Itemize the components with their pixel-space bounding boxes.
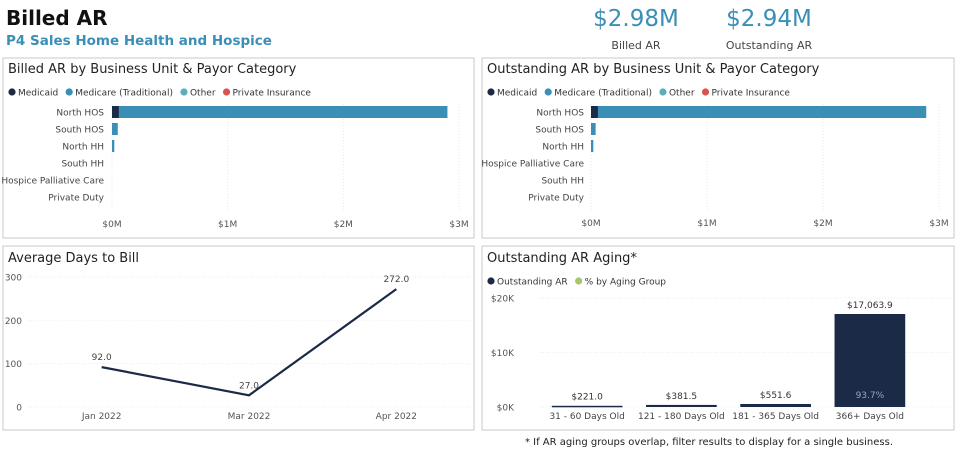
y-tick-label: Private Duty	[48, 194, 104, 204]
data-label: $17,063.9	[847, 301, 893, 311]
x-tick-label: Mar 2022	[228, 412, 271, 422]
legend-label: Medicare (Traditional)	[554, 89, 652, 99]
y-tick-label: North HOS	[56, 109, 104, 119]
bar-segment	[112, 106, 119, 118]
legend-swatch	[544, 88, 552, 96]
y-tick-label: North HH	[62, 143, 104, 153]
y-tick-label: $20K	[491, 295, 515, 305]
x-tick-label: $0M	[102, 220, 121, 230]
panel-title: Average Days to Bill	[8, 251, 139, 266]
x-tick-label: 31 - 60 Days Old	[549, 412, 624, 422]
data-label: 92.0	[92, 353, 112, 363]
page-subtitle: P4 Sales Home Health and Hospice	[6, 33, 272, 49]
page-title: Billed AR	[6, 6, 108, 30]
bar	[646, 404, 717, 407]
bar	[834, 314, 906, 407]
x-tick-label: 181 - 365 Days Old	[732, 412, 819, 422]
data-label: $551.6	[760, 391, 792, 401]
x-tick-label: $1M	[697, 219, 716, 229]
panel-title: Outstanding AR by Business Unit & Payor …	[487, 62, 820, 77]
kpi-label: Billed AR	[611, 39, 660, 52]
legend-swatch	[8, 88, 16, 96]
legend-swatch	[701, 88, 710, 96]
data-label: 272.0	[383, 275, 409, 285]
legend-label: Outstanding AR	[497, 278, 568, 288]
legend-swatch	[65, 88, 73, 96]
data-label: 93.7%	[856, 391, 885, 401]
y-tick-label: $10K	[491, 349, 515, 359]
legend-label: Private Insurance	[233, 89, 312, 99]
legend-swatch	[659, 88, 667, 96]
x-tick-label: $0M	[581, 219, 600, 229]
line-series	[101, 288, 397, 397]
x-tick-label: $2M	[334, 220, 353, 230]
bar-segment	[591, 140, 594, 152]
kpi-label: Outstanding AR	[726, 39, 813, 52]
data-label: $381.5	[666, 392, 698, 402]
y-tick-label: 100	[5, 360, 22, 370]
legend-label: Other	[190, 89, 216, 99]
y-tick-label: 200	[5, 317, 22, 327]
y-tick-label: Hospice Palliative Care	[481, 160, 584, 170]
bar	[551, 405, 623, 408]
y-tick-label: South HH	[61, 160, 104, 170]
panel-title: Outstanding AR Aging*	[487, 251, 637, 266]
legend-swatch	[222, 88, 231, 96]
legend-swatch	[487, 88, 495, 96]
panel-title: Billed AR by Business Unit & Payor Categ…	[8, 62, 297, 77]
y-tick-label: North HH	[542, 143, 584, 153]
legend-swatch	[575, 277, 583, 285]
bar-segment	[591, 123, 596, 135]
y-tick-label: $0K	[497, 404, 515, 414]
y-tick-label: North HOS	[536, 109, 584, 119]
data-label: 27.0	[239, 381, 259, 391]
y-tick-label: Hospice Palliative Care	[1, 177, 104, 187]
bar-segment	[597, 106, 927, 118]
bar-segment	[591, 106, 598, 118]
y-tick-label: 0	[16, 404, 22, 414]
data-label: $221.0	[571, 393, 603, 403]
x-tick-label: $2M	[813, 219, 832, 229]
x-tick-label: Apr 2022	[376, 412, 417, 422]
x-tick-label: 121 - 180 Days Old	[638, 412, 725, 422]
legend-label: Private Insurance	[712, 89, 791, 99]
legend-swatch	[180, 88, 188, 96]
footnote: * If AR aging groups overlap, filter res…	[525, 437, 893, 448]
y-tick-label: South HOS	[535, 126, 584, 136]
legend-label: Medicaid	[497, 89, 537, 99]
y-tick-label: 300	[5, 274, 22, 284]
x-tick-label: Jan 2022	[81, 412, 122, 422]
panel	[2, 245, 475, 431]
x-tick-label: 366+ Days Old	[836, 412, 904, 422]
legend-label: % by Aging Group	[585, 278, 667, 288]
bar	[740, 403, 811, 407]
x-tick-label: $1M	[218, 220, 237, 230]
bar-segment	[118, 106, 448, 118]
legend-label: Medicare (Traditional)	[75, 89, 173, 99]
kpi-value: $2.94M	[726, 6, 812, 32]
legend-swatch	[487, 277, 495, 285]
bar-segment	[112, 140, 115, 152]
kpi-value: $2.98M	[593, 6, 679, 32]
bar-segment	[112, 123, 118, 135]
x-tick-label: $3M	[929, 219, 948, 229]
x-tick-label: $3M	[449, 220, 468, 230]
y-tick-label: South HOS	[55, 126, 104, 136]
legend-label: Other	[669, 89, 695, 99]
y-tick-label: Private Duty	[528, 194, 584, 204]
y-tick-label: South HH	[541, 177, 584, 187]
legend-label: Medicaid	[18, 89, 58, 99]
panel	[481, 57, 955, 239]
panel	[2, 57, 475, 239]
